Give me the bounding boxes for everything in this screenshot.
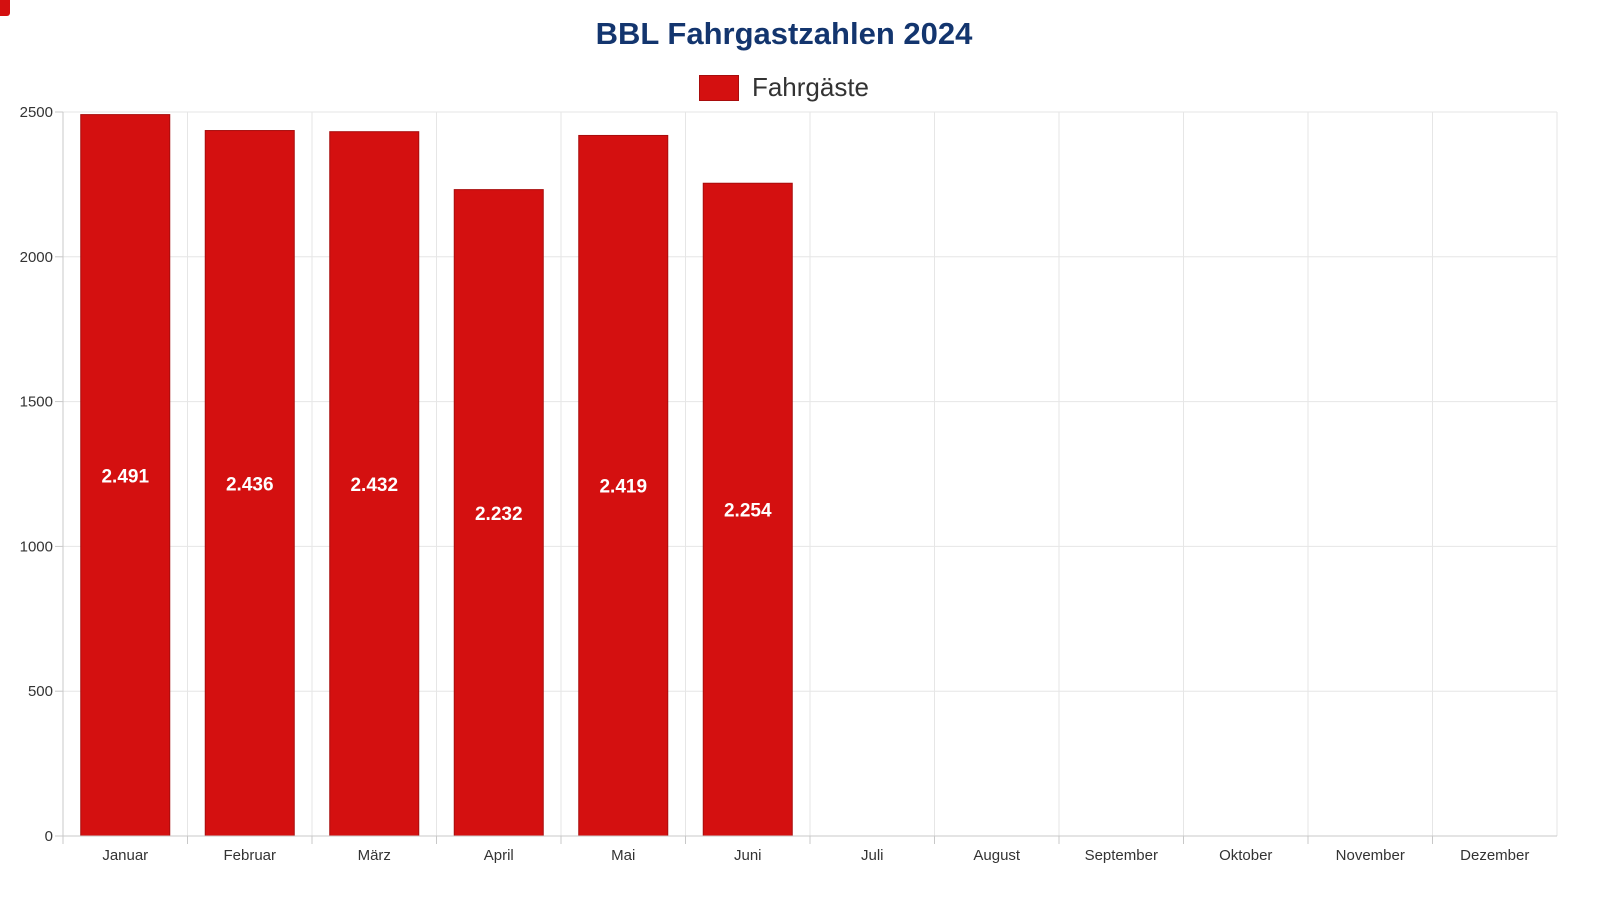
- y-tick-label: 2500: [20, 104, 53, 121]
- x-tick-label: Dezember: [1460, 847, 1529, 864]
- bar: [204, 130, 295, 837]
- x-tick-label: Oktober: [1219, 847, 1272, 864]
- bar-value-label: 2.432: [350, 475, 398, 496]
- y-tick-label: 500: [28, 683, 53, 700]
- x-tick-label: Februar: [223, 847, 276, 864]
- chart-title: BBL Fahrgastzahlen 2024: [595, 16, 973, 51]
- x-tick-label: September: [1085, 847, 1158, 864]
- bar: [578, 134, 669, 837]
- bar: [329, 131, 420, 837]
- bar-value-label: 2.419: [599, 477, 647, 498]
- y-tick-label: 1000: [20, 538, 53, 555]
- bar: [80, 114, 171, 837]
- legend-swatch: [698, 74, 739, 101]
- axes: [55, 111, 1557, 844]
- grid-lines: [63, 111, 1558, 836]
- x-tick-label: August: [973, 847, 1021, 864]
- labels: 0 500 1000 1500 2000 2500 Januar 2.491 Februar 2.…: [20, 104, 1530, 864]
- legend[interactable]: Fahrgäste: [0, 72, 1568, 103]
- x-tick-label: Juni: [734, 847, 762, 864]
- x-tick-label: Januar: [102, 847, 148, 864]
- bar-value-label: 2.254: [724, 501, 772, 522]
- x-tick-label: April: [484, 847, 514, 864]
- legend-label: Fahrgäste: [751, 72, 870, 102]
- bar-value-label: 2.491: [101, 466, 149, 487]
- bar-value-label: 2.232: [475, 504, 523, 525]
- x-tick-label: Mai: [611, 847, 635, 864]
- y-tick-label: 1500: [20, 394, 53, 411]
- bars: [80, 114, 793, 837]
- corner-badge: [0, 0, 10, 16]
- x-tick-label: März: [358, 847, 391, 864]
- y-tick-label: 2000: [20, 249, 53, 266]
- x-tick-label: November: [1336, 847, 1405, 864]
- bar-value-label: 2.436: [226, 474, 274, 495]
- bar: [702, 182, 793, 837]
- y-tick-label: 0: [45, 828, 53, 845]
- x-tick-label: Juli: [861, 847, 884, 864]
